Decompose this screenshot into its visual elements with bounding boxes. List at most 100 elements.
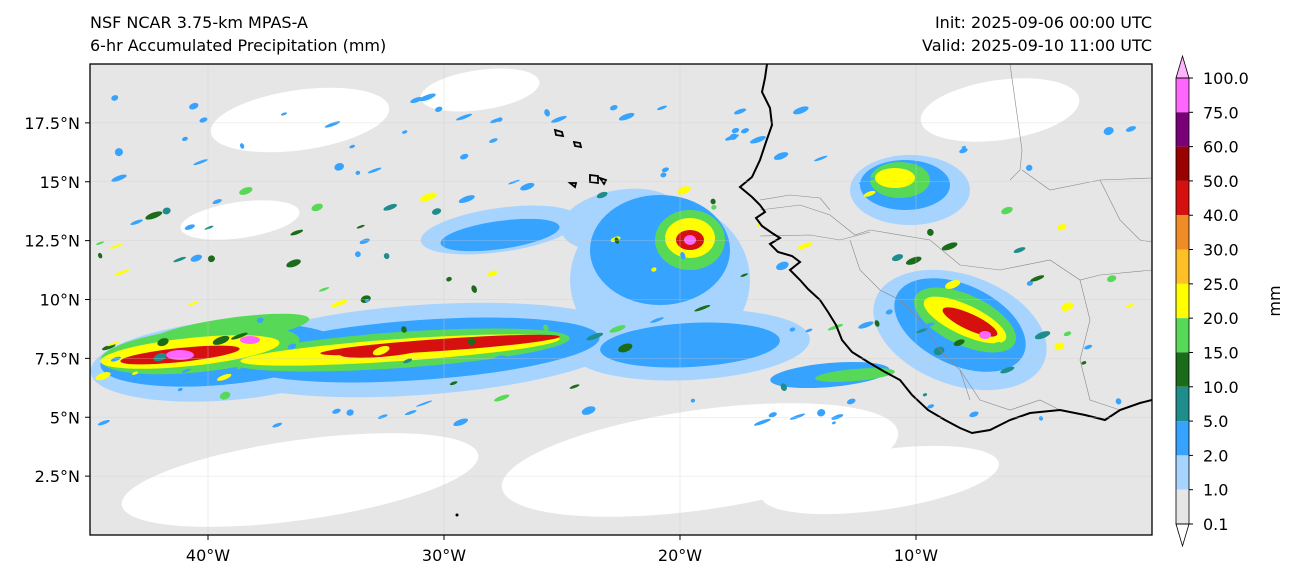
colorbar-swatch — [1176, 421, 1189, 456]
precip-cell — [420, 68, 540, 112]
colorbar-level-label: 1.0 — [1203, 481, 1228, 500]
precip-cell — [953, 339, 965, 346]
colorbar-swatch — [1176, 283, 1189, 319]
precip-cell — [184, 224, 195, 230]
colorbar-swatch — [1176, 215, 1189, 250]
precip-cell — [606, 278, 614, 284]
colorbar-level-label: 2.0 — [1203, 446, 1228, 465]
precip-cell — [377, 414, 388, 419]
precip-cell — [359, 238, 370, 245]
precip-cell — [831, 421, 836, 425]
precip-cell — [922, 393, 928, 397]
precip-cell — [239, 143, 245, 149]
precip-cell — [694, 304, 711, 312]
colorbar-level-label: 30.0 — [1203, 241, 1239, 260]
precip-cell — [905, 256, 922, 265]
precip-cell — [508, 179, 520, 185]
precip-cell — [212, 335, 230, 345]
precip-cell — [920, 78, 1080, 142]
precip-cell — [272, 422, 283, 428]
precip-cell — [467, 338, 476, 345]
precip-cell — [311, 203, 323, 212]
precip-cell — [111, 174, 127, 182]
precip-cell — [114, 148, 123, 157]
coastline — [738, 64, 1152, 435]
country-borders — [759, 64, 1152, 411]
precip-cell — [456, 113, 473, 121]
precip-cell — [690, 398, 696, 403]
lat-tick-label: 2.5°N — [35, 467, 80, 486]
precip-cell — [1056, 224, 1067, 231]
colorbar-swatch — [1176, 318, 1189, 353]
precip-cell — [489, 138, 498, 143]
colorbar-level-label: 75.0 — [1203, 103, 1239, 122]
precip-cell — [1025, 164, 1033, 171]
precip-cell — [212, 199, 222, 205]
precip-cell — [1030, 275, 1045, 282]
precip-cell — [239, 187, 253, 195]
colorbar-swatch — [1176, 489, 1189, 524]
precip-cell — [440, 218, 560, 252]
precip-cell — [1013, 247, 1026, 254]
lat-tick-label: 12.5°N — [24, 232, 80, 251]
cape-verde-islands — [553, 128, 608, 189]
lat-tick-label: 5°N — [50, 408, 80, 427]
precip-cell — [131, 371, 139, 375]
precip-cell — [332, 408, 341, 414]
precip-cell — [544, 109, 550, 117]
precip-cell — [768, 412, 777, 418]
precip-cell — [231, 332, 248, 340]
precip-cell — [891, 254, 904, 262]
precip-cell — [372, 346, 390, 356]
precip-cell — [942, 307, 998, 337]
precip-cell — [367, 167, 382, 174]
colorbar-swatch — [1176, 180, 1189, 216]
precip-cell — [805, 328, 813, 333]
precip-cell — [449, 381, 458, 386]
precip-cell — [680, 251, 686, 260]
precip-cell — [875, 168, 915, 188]
precip-cell — [916, 328, 928, 334]
precip-cell — [453, 418, 468, 427]
colorbar-frame — [1175, 77, 1190, 525]
precip-cell — [618, 343, 633, 353]
precip-cell — [927, 228, 934, 236]
precip-cell — [581, 406, 596, 415]
precip-cell — [858, 321, 874, 329]
precip-cell — [435, 106, 443, 112]
precip-cell — [494, 394, 510, 402]
lat-tick-label: 10°N — [40, 291, 80, 310]
precip-cell — [776, 261, 789, 271]
lat-tick-label: 17.5°N — [24, 114, 80, 133]
precip-cell — [814, 155, 828, 162]
precip-cell — [330, 299, 348, 308]
island-dot — [455, 513, 459, 517]
colorbar-swatch — [1176, 455, 1189, 490]
precip-cell — [216, 373, 232, 381]
precip-cell — [520, 182, 535, 191]
precip-cell — [219, 391, 231, 400]
precip-cell — [710, 198, 716, 205]
precip-cell — [114, 269, 130, 276]
precip-cell — [107, 341, 120, 347]
precip-cell — [145, 211, 163, 220]
precip-cell — [731, 127, 740, 134]
precip-cell — [383, 253, 390, 260]
precip-cell — [318, 287, 330, 292]
precip-cell — [676, 186, 691, 195]
precip-cell — [162, 207, 171, 215]
axis-ticks: 40°W 30°W 20°W 10°W 17.5°N 15°N 12.5°N 10°N 7.5°… — [24, 114, 938, 565]
lon-tick-label: 20°W — [658, 546, 702, 565]
precip-cell — [431, 208, 442, 215]
precip-cell — [401, 326, 407, 333]
precip-cell — [1063, 331, 1072, 337]
field-title: 6-hr Accumulated Precipitation (mm) — [90, 36, 387, 55]
precip-cell — [945, 280, 961, 289]
precip-cell — [551, 115, 567, 123]
precip-cell — [609, 105, 618, 111]
precip-cell — [111, 95, 119, 101]
precip-cell — [486, 270, 498, 277]
colorbar-level-label: 60.0 — [1203, 138, 1239, 157]
precip-cell — [1115, 398, 1122, 405]
